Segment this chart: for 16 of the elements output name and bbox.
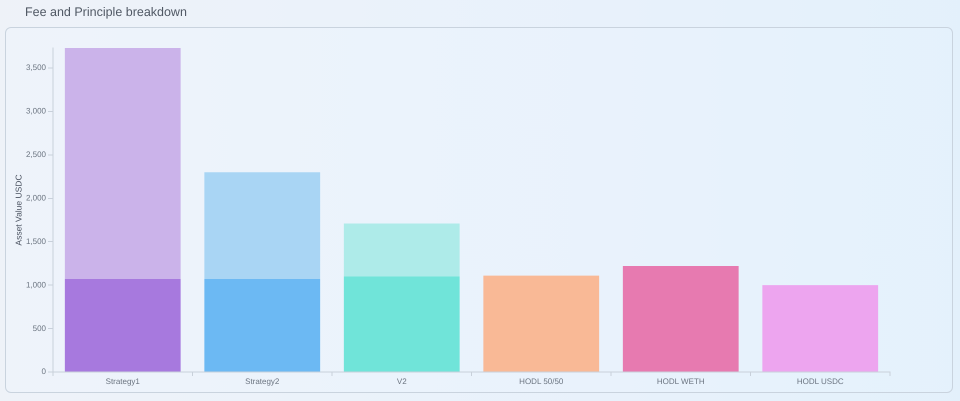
y-tick-label: 1,000: [26, 280, 47, 290]
x-tick-label: HODL 50/50: [519, 377, 564, 386]
y-axis-title: Asset Value USDC: [13, 174, 24, 246]
y-tick-label: 1,500: [26, 236, 47, 246]
y-tick-label: 2,500: [26, 150, 47, 160]
y-tick-label: 2,000: [26, 193, 47, 202]
y-tick-label: 500: [32, 324, 47, 333]
x-tick-label: HODL WETH: [656, 377, 705, 386]
y-tick-label: 3,000: [26, 106, 47, 116]
x-tick-label: Strategy2: [245, 377, 280, 386]
chart-title: Fee and Principle breakdown: [25, 5, 187, 19]
y-tick-label: 3,500: [26, 63, 47, 72]
x-tick-label: HODL USDC: [796, 377, 844, 386]
x-tick-label: Strategy1: [106, 377, 140, 386]
x-tick-label: V2: [396, 377, 408, 386]
y-tick-label: 0: [42, 367, 47, 376]
